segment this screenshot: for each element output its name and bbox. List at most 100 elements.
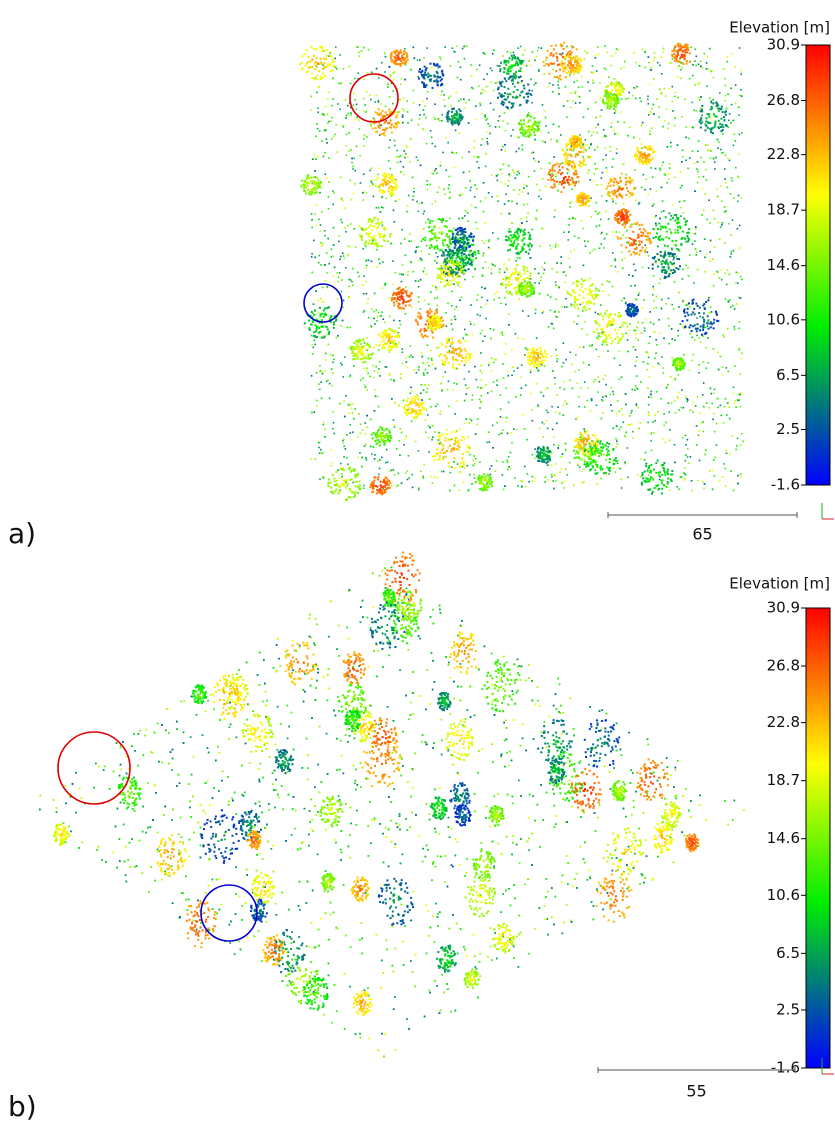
point bbox=[686, 63, 688, 65]
point bbox=[701, 115, 703, 117]
point bbox=[713, 210, 715, 212]
point bbox=[719, 277, 721, 279]
point bbox=[385, 111, 387, 113]
point bbox=[413, 102, 415, 104]
point bbox=[558, 166, 560, 168]
point bbox=[378, 439, 380, 441]
point bbox=[382, 261, 384, 263]
point bbox=[482, 340, 484, 342]
point bbox=[619, 177, 621, 179]
point bbox=[597, 146, 599, 148]
point bbox=[545, 186, 547, 188]
point bbox=[330, 120, 332, 122]
point bbox=[456, 92, 458, 94]
point bbox=[508, 259, 510, 261]
point bbox=[426, 98, 428, 100]
point bbox=[490, 68, 492, 70]
point bbox=[517, 257, 519, 259]
point bbox=[685, 241, 687, 243]
point bbox=[393, 293, 395, 295]
point bbox=[448, 97, 450, 99]
point bbox=[555, 45, 557, 47]
point bbox=[553, 183, 555, 185]
point bbox=[479, 315, 481, 317]
point bbox=[571, 177, 573, 179]
point bbox=[399, 303, 401, 305]
point bbox=[342, 376, 344, 378]
point bbox=[548, 65, 550, 67]
point bbox=[557, 394, 559, 396]
point bbox=[738, 153, 740, 155]
point bbox=[311, 311, 313, 313]
point bbox=[710, 388, 712, 390]
point bbox=[390, 342, 392, 344]
point bbox=[374, 458, 376, 460]
point bbox=[700, 341, 702, 343]
point bbox=[616, 440, 618, 442]
point bbox=[535, 82, 537, 84]
point bbox=[672, 110, 674, 112]
point bbox=[431, 439, 433, 441]
point bbox=[575, 354, 577, 356]
point bbox=[363, 174, 365, 176]
point bbox=[716, 189, 718, 191]
point bbox=[344, 356, 346, 358]
point bbox=[343, 68, 345, 70]
point bbox=[366, 136, 368, 138]
point bbox=[655, 352, 657, 354]
point bbox=[517, 64, 519, 66]
point bbox=[379, 445, 381, 447]
point bbox=[480, 401, 482, 403]
point bbox=[372, 128, 374, 130]
point bbox=[496, 384, 498, 386]
point bbox=[323, 156, 325, 158]
point bbox=[317, 326, 319, 328]
point bbox=[487, 300, 489, 302]
point bbox=[632, 180, 634, 182]
point bbox=[725, 85, 727, 87]
point bbox=[312, 191, 314, 193]
point bbox=[612, 201, 614, 203]
point bbox=[376, 309, 378, 311]
point bbox=[323, 422, 325, 424]
point bbox=[373, 377, 375, 379]
point bbox=[475, 222, 477, 224]
point bbox=[717, 139, 719, 141]
point bbox=[577, 153, 579, 155]
point bbox=[685, 325, 687, 327]
point bbox=[655, 168, 657, 170]
point bbox=[369, 376, 371, 378]
point bbox=[684, 58, 686, 60]
point bbox=[623, 298, 625, 300]
point bbox=[311, 272, 313, 274]
point bbox=[316, 92, 318, 94]
point bbox=[431, 173, 433, 175]
point bbox=[424, 384, 426, 386]
point bbox=[500, 394, 502, 396]
point bbox=[720, 185, 722, 187]
point bbox=[477, 156, 479, 158]
point bbox=[429, 184, 431, 186]
point bbox=[568, 164, 570, 166]
point bbox=[725, 485, 727, 487]
point bbox=[375, 127, 377, 129]
point bbox=[327, 238, 329, 240]
point bbox=[680, 407, 682, 409]
point bbox=[702, 481, 704, 483]
point bbox=[698, 97, 700, 99]
point bbox=[400, 83, 402, 85]
point bbox=[472, 334, 474, 336]
point bbox=[740, 406, 742, 408]
point bbox=[560, 256, 562, 258]
point bbox=[658, 223, 660, 225]
point bbox=[591, 71, 593, 73]
point bbox=[474, 184, 476, 186]
point bbox=[606, 171, 608, 173]
point bbox=[582, 310, 584, 312]
point bbox=[686, 235, 688, 237]
point bbox=[521, 486, 523, 488]
point bbox=[410, 387, 412, 389]
point bbox=[654, 52, 656, 54]
point bbox=[678, 292, 680, 294]
point bbox=[435, 368, 437, 370]
